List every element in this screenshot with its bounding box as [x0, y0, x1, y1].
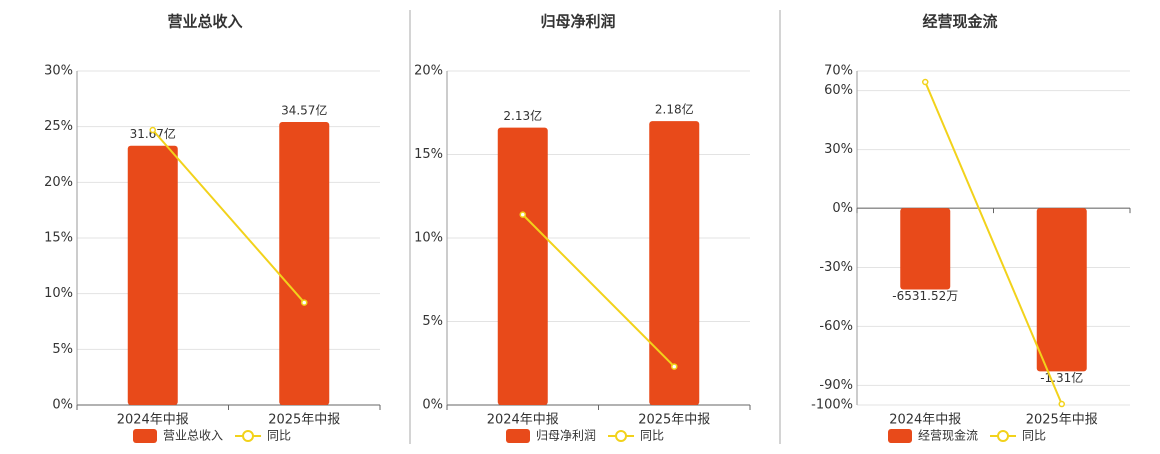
y-tick-label: 15%	[414, 147, 443, 162]
legend-swatch	[615, 430, 628, 442]
y-tick-label: 15%	[44, 231, 73, 246]
y-tick-label: -90%	[819, 378, 853, 393]
line-point	[519, 211, 526, 218]
x-tick-label: 2025年中报	[1026, 413, 1098, 428]
y-tick-label: -100%	[811, 398, 853, 413]
x-tick-label: 2025年中报	[268, 413, 340, 428]
line-point	[1058, 400, 1065, 408]
bar	[900, 208, 951, 290]
data-label: -1.31亿	[1040, 370, 1083, 385]
y-tick-label: 60%	[824, 83, 853, 98]
data-label: 31.67亿	[130, 126, 176, 141]
chart-title: 经营现金流	[922, 13, 997, 31]
y-tick-label: 0%	[422, 398, 443, 413]
legend-label: 同比	[640, 429, 664, 443]
data-label: 2.13亿	[503, 108, 542, 123]
line	[151, 129, 306, 304]
y-tick-label: 70%	[824, 64, 853, 79]
chart-title: 归母净利润	[540, 13, 615, 31]
bar	[649, 121, 700, 405]
bar	[279, 122, 330, 405]
x-tick-label: 2024年中报	[487, 413, 559, 428]
y-tick-label: 30%	[824, 142, 853, 157]
y-tick-label: 25%	[44, 119, 73, 134]
y-tick-label: -30%	[819, 260, 853, 275]
legend-swatch	[242, 430, 255, 442]
legend-swatch	[133, 429, 157, 443]
legend-swatch	[888, 429, 912, 443]
legend-label: 同比	[267, 429, 291, 443]
y-tick-label: 0%	[52, 398, 73, 413]
line-point	[671, 363, 678, 370]
y-tick-label: 20%	[44, 175, 73, 190]
legend-label: 营业总收入	[163, 429, 223, 443]
line-point	[301, 299, 308, 306]
x-tick-label: 2024年中报	[889, 413, 961, 428]
y-tick-label: 5%	[52, 342, 73, 357]
data-label: -6531.52万	[892, 289, 958, 303]
legend-swatch	[506, 429, 530, 443]
chart-title: 营业总收入	[167, 13, 242, 31]
line	[522, 213, 675, 368]
line-point	[922, 78, 929, 86]
y-tick-label: 0%	[832, 201, 853, 216]
x-tick-label: 2025年中报	[638, 413, 710, 428]
y-tick-label: 10%	[44, 286, 73, 301]
bar	[1036, 208, 1087, 372]
legend-label: 同比	[1022, 429, 1046, 443]
data-label: 34.57亿	[281, 103, 327, 118]
line-point	[149, 126, 156, 134]
legend-label: 经营现金流	[918, 428, 978, 443]
y-tick-label: 30%	[44, 64, 73, 79]
legend-swatch	[997, 430, 1010, 442]
y-tick-label: -60%	[819, 319, 853, 334]
x-tick-label: 2024年中报	[117, 413, 189, 428]
bar	[497, 127, 548, 405]
legend-label: 归母净利润	[536, 429, 596, 443]
y-tick-label: 5%	[422, 314, 443, 329]
y-tick-label: 20%	[414, 64, 443, 79]
bar	[127, 145, 178, 405]
line	[924, 81, 1063, 405]
y-tick-label: 10%	[414, 231, 443, 246]
data-label: 2.18亿	[655, 102, 694, 117]
